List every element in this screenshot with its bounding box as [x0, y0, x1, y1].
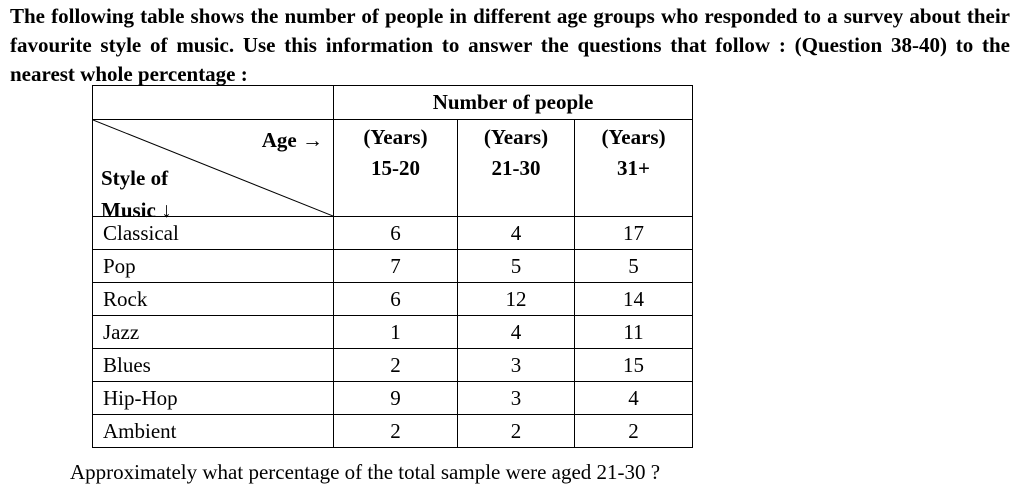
- table-row: Ambient 2 2 2: [92, 414, 694, 448]
- survey-table-container: Number of people Age → Style of Music ↓ …: [92, 85, 694, 448]
- count-cell: 2: [573, 414, 694, 448]
- count-cell: 1: [333, 315, 458, 349]
- count-cell: 12: [457, 282, 575, 316]
- style-axis-label-line1: Style of: [101, 166, 169, 190]
- count-cell: 4: [457, 216, 575, 250]
- count-cell: 4: [457, 315, 575, 349]
- span-header-blank-cell: [92, 85, 334, 120]
- column-header-31-plus: (Years) 31+: [573, 119, 694, 217]
- column-unit: (Years): [483, 125, 549, 149]
- music-style-cell: Classical: [92, 216, 334, 250]
- intro-paragraph: The following table shows the number of …: [10, 4, 1010, 86]
- column-range: 21-30: [491, 156, 541, 180]
- column-range: 31+: [617, 156, 650, 180]
- corner-header-cell: Age → Style of Music ↓: [92, 119, 334, 222]
- number-of-people-header: Number of people: [332, 85, 694, 120]
- table-row: Jazz 1 4 11: [92, 315, 694, 349]
- table-row: Rock 6 12 14: [92, 282, 694, 316]
- count-cell: 5: [457, 249, 575, 283]
- count-cell: 3: [457, 381, 575, 415]
- span-header-row: Number of people: [92, 85, 694, 120]
- count-cell: 11: [573, 315, 694, 349]
- count-cell: 6: [333, 216, 458, 250]
- music-style-cell: Jazz: [92, 315, 334, 349]
- table-row: Blues 2 3 15: [92, 348, 694, 382]
- music-style-cell: Rock: [92, 282, 334, 316]
- diagonal-divider: [93, 120, 333, 216]
- count-cell: 3: [457, 348, 575, 382]
- count-cell: 5: [573, 249, 694, 283]
- column-unit: (Years): [601, 125, 666, 149]
- count-cell: 7: [333, 249, 458, 283]
- music-style-cell: Pop: [92, 249, 334, 283]
- count-cell: 14: [573, 282, 694, 316]
- count-cell: 6: [333, 282, 458, 316]
- count-cell: 9: [333, 381, 458, 415]
- count-cell: 2: [333, 414, 458, 448]
- style-axis-label: Style of Music ↓: [101, 162, 172, 226]
- count-cell: 17: [573, 216, 694, 250]
- count-cell: 2: [457, 414, 575, 448]
- table-row: Classical 6 4 17: [92, 216, 694, 250]
- music-style-cell: Hip-Hop: [92, 381, 334, 415]
- music-style-cell: Blues: [92, 348, 334, 382]
- age-axis-label: Age →: [261, 128, 323, 152]
- count-cell: 2: [333, 348, 458, 382]
- column-header-row: Age → Style of Music ↓ (Years) 15-20 (Ye…: [92, 119, 694, 222]
- column-range: 15-20: [371, 156, 420, 180]
- survey-table: Number of people Age → Style of Music ↓ …: [92, 85, 694, 448]
- question-text: Approximately what percentage of the tot…: [70, 460, 661, 484]
- count-cell: 4: [573, 381, 694, 415]
- table-row: Pop 7 5 5: [92, 249, 694, 283]
- table-row: Hip-Hop 9 3 4: [92, 381, 694, 415]
- column-header-15-20: (Years) 15-20: [333, 119, 458, 217]
- column-unit: (Years): [363, 125, 428, 149]
- count-cell: 15: [573, 348, 694, 382]
- style-axis-label-line2: Music ↓: [101, 198, 172, 222]
- column-header-21-30: (Years) 21-30: [457, 119, 575, 217]
- music-style-cell: Ambient: [92, 414, 334, 448]
